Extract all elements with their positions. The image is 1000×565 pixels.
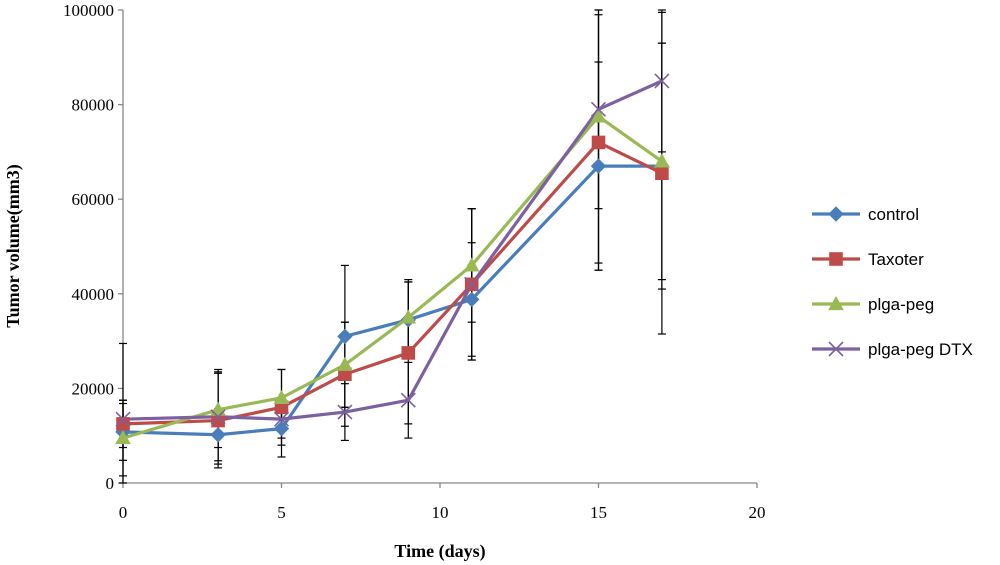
y-axis-label: Tumor volume(mm3) xyxy=(3,164,24,328)
data-point-plga-peg-dtx xyxy=(464,276,480,292)
data-point-plga-peg xyxy=(210,401,226,416)
y-tick-label: 80000 xyxy=(72,96,115,115)
data-point-taxoter xyxy=(401,346,416,360)
legend-item-taxoter: Taxoter xyxy=(812,250,924,269)
error-bar-plga-peg-dtx xyxy=(119,342,127,484)
x-tick-label: 20 xyxy=(749,503,766,522)
data-point-control xyxy=(210,427,226,443)
data-point-plga-peg-dtx xyxy=(273,411,290,427)
data-point-plga-peg xyxy=(337,356,353,371)
legend: control Taxoter plga-peg plga-peg DTX xyxy=(812,205,973,359)
y-tick-label: 100000 xyxy=(63,1,114,20)
legend-marker-plga-peg xyxy=(828,295,844,311)
data-point-plga-peg-dtx xyxy=(210,409,226,425)
data-point-control xyxy=(273,420,290,437)
data-point-taxoter xyxy=(655,166,669,180)
series-line-control xyxy=(122,164,662,437)
data-point-plga-peg xyxy=(115,430,131,445)
x-tick-label: 5 xyxy=(277,503,286,522)
data-point-control xyxy=(337,328,353,345)
cross-stroke xyxy=(464,276,480,292)
legend-marker-control xyxy=(828,206,844,222)
data-point-plga-peg-dtx xyxy=(590,101,607,117)
data-point-taxoter xyxy=(591,135,606,150)
cross-stroke xyxy=(210,409,226,425)
series-lines xyxy=(122,79,663,440)
data-point-plga-peg xyxy=(400,309,417,324)
legend-label-plga-peg: plga-peg xyxy=(868,295,934,314)
x-tick-label: 15 xyxy=(590,503,607,522)
y-tick-label: 60000 xyxy=(72,190,115,209)
data-point-plga-peg xyxy=(463,257,480,272)
series-line-plga-peg xyxy=(122,114,663,440)
legend-item-control: control xyxy=(812,205,919,224)
error-bars xyxy=(119,9,666,484)
legend-label-taxoter: Taxoter xyxy=(868,250,924,269)
y-tick-label: 0 xyxy=(106,474,115,493)
cross-stroke xyxy=(337,404,353,420)
data-point-plga-peg-dtx xyxy=(337,404,353,420)
data-point-plga-peg xyxy=(590,108,607,123)
data-point-plga-peg-dtx xyxy=(654,73,670,89)
axes: 0 20000 40000 60000 80000 100000 0 5 10 15 20 xyxy=(63,1,766,522)
legend-marker-taxoter xyxy=(829,252,843,266)
legend-item-plga-peg: plga-peg xyxy=(812,295,934,314)
legend-label-control: control xyxy=(868,205,919,224)
y-tick-label: 40000 xyxy=(72,285,115,304)
cross-stroke xyxy=(115,411,131,427)
legend-marker-plga-peg-dtx xyxy=(828,341,844,357)
legend-label-plga-peg-dtx: plga-peg DTX xyxy=(868,340,973,359)
data-point-plga-peg-dtx xyxy=(115,411,131,427)
x-tick-label: 0 xyxy=(119,503,128,522)
x-tick-label: 10 xyxy=(432,503,449,522)
data-point-plga-peg xyxy=(273,389,290,404)
cross-stroke xyxy=(590,101,607,117)
legend-item-plga-peg-dtx: plga-peg DTX xyxy=(812,340,973,359)
data-point-plga-peg-dtx xyxy=(400,392,416,408)
data-point-plga-peg xyxy=(654,153,670,168)
y-tick-label: 20000 xyxy=(72,379,115,398)
x-axis-label: Time (days) xyxy=(394,541,485,562)
data-point-control xyxy=(463,291,480,308)
series-markers xyxy=(115,73,670,445)
cross-stroke xyxy=(828,341,844,357)
series-line-plga-peg-dtx xyxy=(122,79,663,421)
cross-stroke xyxy=(400,392,416,408)
cross-stroke xyxy=(654,73,670,89)
cross-stroke xyxy=(273,411,290,427)
data-point-control xyxy=(590,158,607,174)
